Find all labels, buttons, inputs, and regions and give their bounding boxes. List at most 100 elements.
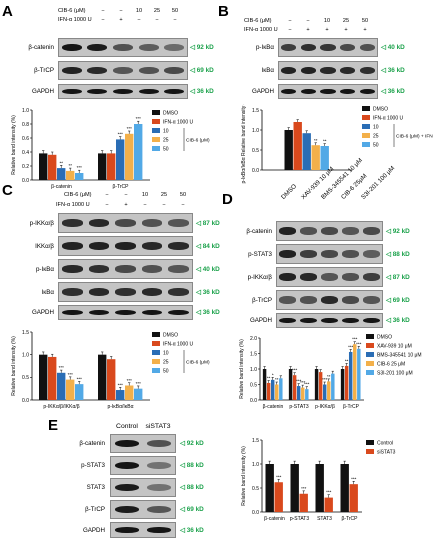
blot-band [363,296,380,304]
y-tick-label: 0.5 [252,486,259,492]
significance-label: *** [356,341,362,346]
bar-chart-c: 0.0 0.5 1.0 1.5 Relative band intensity (%) *… [11,330,210,410]
blot-band [61,265,83,273]
blot-band [339,66,356,75]
kd-marker: ◁ 92 kD [386,228,410,235]
significance-label: *** [322,377,328,382]
western-blot-strip [276,313,383,328]
kd-marker: ◁ 40 kD [381,44,405,51]
blot-band [320,43,336,52]
bar [324,497,333,512]
bar [340,369,345,400]
y-axis-label: Relative band intensity (%) [11,115,17,175]
legend-swatch [152,359,160,364]
blot-band [359,88,375,95]
kd-marker: ◁ 36 kD [190,88,214,95]
bar [98,354,107,400]
kd-marker: ◁ 36 kD [196,309,220,316]
bar [284,130,293,170]
bar [125,385,134,400]
blot-row-label: GAPDH [31,88,54,95]
western-blot-strip [276,244,383,264]
significance-label: * [272,372,274,377]
lane-header: − [101,17,105,23]
western-blot-strip [58,305,193,320]
legend-swatch [366,440,374,445]
significance-label: *** [300,380,306,385]
bar [340,464,349,512]
western-blot-strip [110,500,176,519]
lane-header: − [173,17,177,23]
legend-label: siSTAT3 [377,450,396,456]
bar [134,388,143,400]
blot-row-label: p-STAT3 [248,251,272,258]
significance-label: ** [267,375,271,380]
kd-marker: ◁ 92 kD [190,44,214,51]
y-axis-label: Relative band intensity (%) [11,336,17,396]
blot-band [115,219,136,227]
y-axis-label: Relative band intensity (%) [239,339,245,399]
significance-label: *** [276,474,282,479]
kd-marker: ◁ 69 kD [190,67,214,74]
y-tick-label: 0.6 [22,136,29,142]
category-label: p-IκBα/IκBα [107,404,133,410]
western-blot-strip [276,290,383,310]
bar [107,153,116,180]
blot-band [339,43,356,52]
blot-row-label: GAPDH [31,309,54,316]
blot-band [115,309,136,316]
significance-label: *** [292,368,298,373]
blot-band [87,66,108,75]
blot-band [61,43,82,52]
bar-chart-b: 0.0 0.5 1.0 1.5 p-IκBα/IκBα Relative band in… [241,104,433,183]
legend-group-label: CIB-6 (μM) + IFN-α [396,134,433,140]
blot-row-label: GAPDH [249,317,272,324]
blot-row-label: β-catenin [79,440,105,447]
lane-header: 25 [153,8,161,14]
significance-label: ** [59,160,63,165]
significance-label: *** [326,490,332,495]
western-blot-strip [110,434,176,453]
kd-marker: ◁ 69 kD [180,506,204,513]
legend-swatch [362,124,370,129]
y-tick-label: 0.2 [22,164,29,170]
lane-header: 50 [179,192,187,198]
legend-swatch [362,133,370,138]
bar [270,379,275,400]
blot-row-label: p-IκBα [35,266,54,273]
western-blot-strip [276,267,383,287]
legend-group-label: CIB-6 (μM) [186,360,210,366]
blot-band [342,227,359,235]
kd-marker: ◁ 69 kD [386,297,410,304]
legend-label: DMSO [163,333,178,339]
blot-row-label: β-catenin [246,228,272,235]
western-blot-strip [278,38,378,57]
blot-band [300,88,317,95]
legend-label: DMSO [377,335,392,341]
significance-label: ** [68,163,72,168]
blot-row-label: β-TrCP [85,506,105,513]
blot-band [279,273,296,281]
blot-band [114,461,140,470]
legend-swatch [366,343,374,348]
lane-header: − [119,8,123,14]
western-blot-strip [58,38,188,57]
kd-marker: ◁ 84 kD [196,243,220,250]
bar [288,369,293,400]
blot-band [141,219,163,227]
blot-band [279,227,296,235]
legend-swatch [152,137,160,142]
blot-row-label: IKKα/β [35,243,54,250]
western-blot-strip [58,282,193,302]
panel-label-b: B [218,3,229,20]
blot-band [279,317,296,324]
legend-label: 25 [163,360,169,366]
bar [320,146,329,170]
legend-group-label: CIB-6 (μM) [186,138,210,144]
lane-header: − [137,17,141,23]
bar [348,351,353,400]
blot-band [61,66,82,75]
lane-header: 10 [141,192,149,198]
y-tick-label: 0.5 [250,382,257,388]
header-label: CIB-6 (μM) [244,18,272,24]
